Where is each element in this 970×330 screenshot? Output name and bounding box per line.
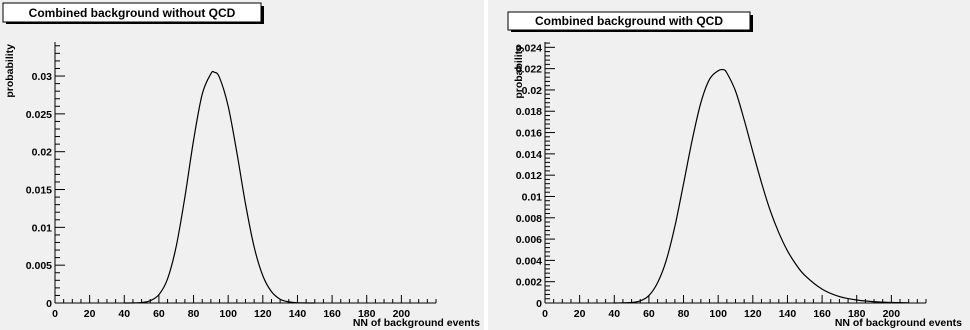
x-axis-title: NN of background events [835, 317, 962, 329]
x-tick-label: 100 [219, 308, 237, 320]
y-tick-label: 0.018 [516, 106, 542, 118]
x-tick-label: 60 [153, 308, 165, 320]
y-tick-label: 0.005 [26, 260, 52, 272]
y-tick-label: 0.01 [522, 191, 543, 203]
x-tick-label: 60 [643, 308, 655, 320]
x-tick-label: 140 [779, 308, 797, 320]
right-plot-pad [488, 0, 970, 330]
y-tick-label: 0 [536, 298, 542, 310]
y-tick-label: 0.02 [522, 85, 543, 97]
x-tick-label: 160 [813, 308, 831, 320]
y-tick-label: 0.004 [516, 255, 542, 267]
y-tick-label: 0.024 [516, 42, 542, 54]
y-axis-title: probability [4, 44, 16, 98]
axis-ticks: 0 20 40 60 80 100 120 140 160 180 200 0 0.002 0.004 0.… [516, 42, 927, 320]
y-tick-label: 0.012 [516, 170, 542, 182]
y-tick-label: 0.002 [516, 277, 542, 289]
probability-curve [124, 70, 315, 304]
x-tick-label: 180 [358, 308, 376, 320]
chart-title: Combined background with QCD [535, 14, 723, 28]
y-tick-label: 0.022 [516, 64, 542, 76]
x-axis-title: NN of background events [353, 317, 480, 329]
x-tick-label: 160 [323, 308, 341, 320]
x-tick-label: 0 [542, 308, 548, 320]
x-tick-label: 140 [289, 308, 307, 320]
x-tick-label: 100 [709, 308, 727, 320]
y-tick-label: 0.03 [32, 71, 53, 83]
x-tick-label: 120 [254, 308, 272, 320]
x-tick-label: 120 [744, 308, 762, 320]
y-tick-label: 0.006 [516, 234, 542, 246]
x-tick-label: 80 [678, 308, 690, 320]
y-axis-title: probability [513, 45, 525, 99]
y-tick-label: 0.01 [32, 222, 53, 234]
x-tick-label: 20 [574, 308, 586, 320]
chart-with-qcd: Combined background with QCD 0 20 40 60 80 10… [507, 11, 962, 329]
x-tick-label: 180 [848, 308, 866, 320]
y-tick-label: 0.02 [32, 147, 53, 159]
left-plot-pad [0, 0, 484, 330]
y-tick-label: 0.015 [26, 185, 52, 197]
axis-ticks: 0 20 40 60 80 100 120 140 160 180 200 0 0.005 0.01 0.0… [26, 45, 437, 320]
pad-divider [484, 0, 488, 330]
x-tick-label: 40 [118, 308, 130, 320]
chart-title: Combined background without QCD [29, 6, 236, 20]
y-tick-label: 0.025 [26, 109, 52, 121]
title-box-shadow [511, 30, 753, 32]
x-tick-label: 0 [52, 308, 58, 320]
x-tick-label: 40 [608, 308, 620, 320]
x-tick-label: 200 [883, 308, 901, 320]
x-tick-label: 80 [188, 308, 200, 320]
title-box-shadow [6, 22, 264, 24]
y-tick-label: 0 [46, 298, 52, 310]
probability-curve [614, 68, 909, 304]
x-tick-label: 20 [84, 308, 96, 320]
y-tick-label: 0.008 [516, 213, 542, 225]
y-tick-label: 0.016 [516, 128, 542, 140]
title-box-shadow [750, 15, 753, 32]
title-box-shadow [261, 6, 264, 24]
x-tick-label: 200 [393, 308, 411, 320]
y-tick-label: 0.014 [516, 149, 542, 161]
chart-without-qcd: Combined background without QCD 0 20 40 60 8… [2, 2, 480, 329]
